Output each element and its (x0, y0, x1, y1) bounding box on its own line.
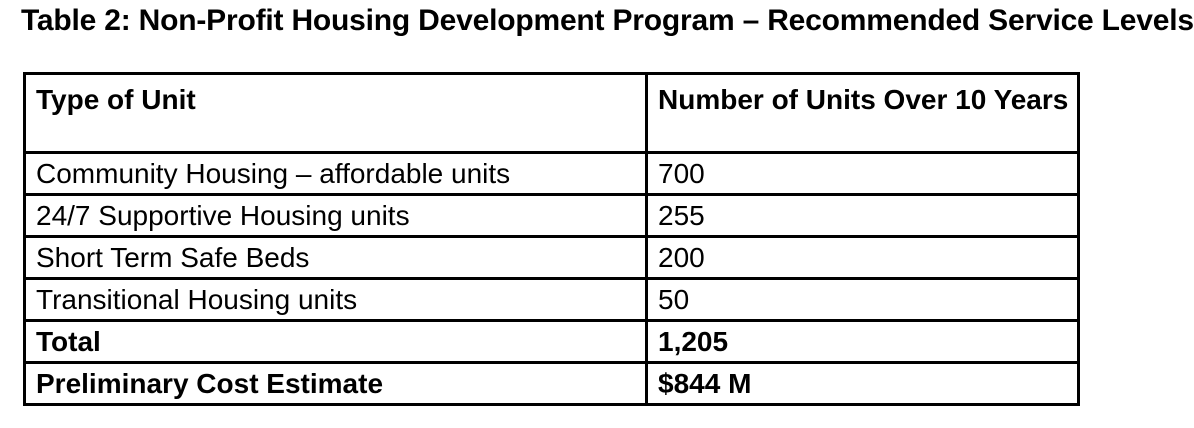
table-row-cost-estimate: Preliminary Cost Estimate $844 M (23, 361, 1080, 406)
unit-count-cell: 255 (645, 193, 1080, 238)
header-type-of-unit: Type of Unit (23, 72, 648, 154)
unit-count-cell: 700 (645, 151, 1080, 196)
table-row-community-housing: Community Housing – affordable units 700 (23, 151, 1080, 196)
table-header-row: Type of Unit Number of Units Over 10 Yea… (23, 72, 1080, 154)
cost-label-cell: Preliminary Cost Estimate (23, 361, 648, 406)
unit-type-cell: Transitional Housing units (23, 277, 648, 322)
unit-type-cell: Short Term Safe Beds (23, 235, 648, 280)
unit-count-cell: 200 (645, 235, 1080, 280)
unit-count-cell: 50 (645, 277, 1080, 322)
unit-type-cell: 24/7 Supportive Housing units (23, 193, 648, 238)
table-row-total: Total 1,205 (23, 319, 1080, 364)
cost-value-cell: $844 M (645, 361, 1080, 406)
table-row-transitional-housing: Transitional Housing units 50 (23, 277, 1080, 322)
table-row-supportive-housing: 24/7 Supportive Housing units 255 (23, 193, 1080, 238)
header-number-of-units: Number of Units Over 10 Years (645, 72, 1080, 154)
table-row-safe-beds: Short Term Safe Beds 200 (23, 235, 1080, 280)
table-caption: Table 2: Non-Profit Housing Development … (21, 4, 1194, 37)
service-levels-table: Type of Unit Number of Units Over 10 Yea… (23, 72, 1080, 406)
total-value-cell: 1,205 (645, 319, 1080, 364)
unit-type-cell: Community Housing – affordable units (23, 151, 648, 196)
total-label-cell: Total (23, 319, 648, 364)
